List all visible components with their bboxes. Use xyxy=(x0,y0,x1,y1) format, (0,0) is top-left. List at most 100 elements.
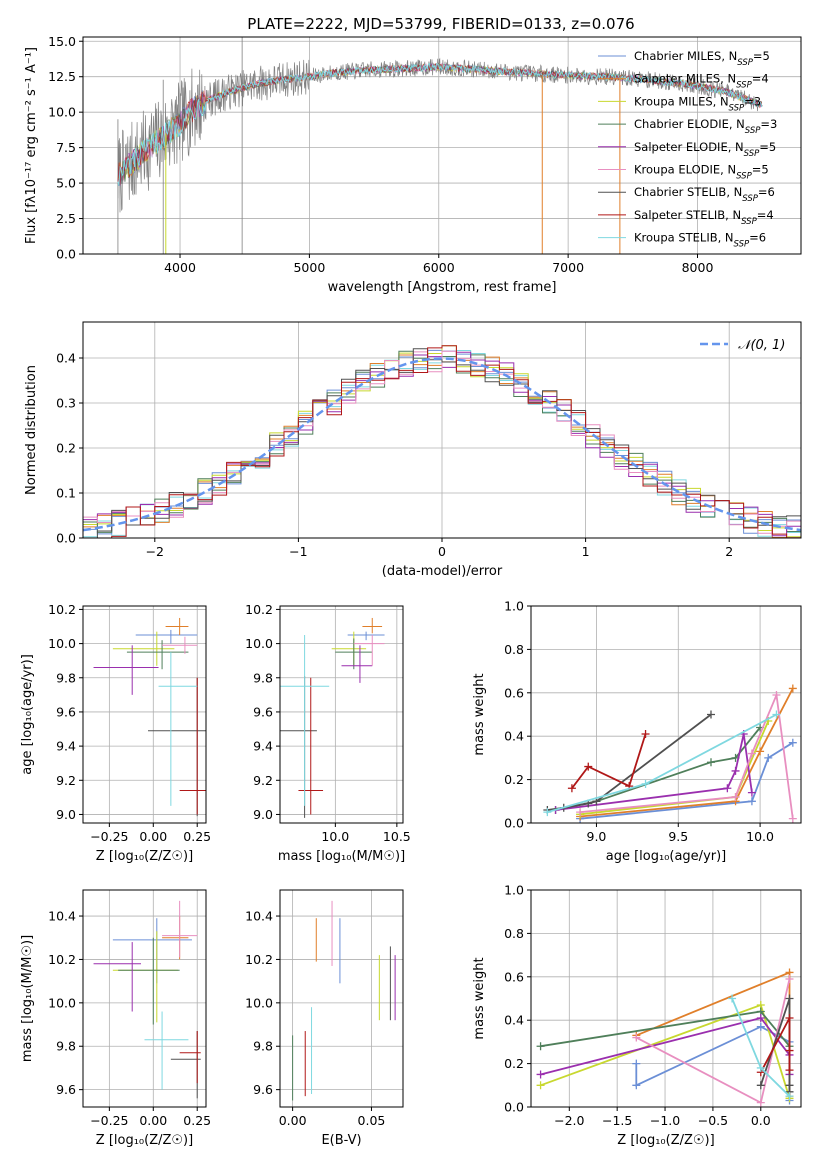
y-tick-label: 10.0 xyxy=(245,636,273,651)
y-axis-label: Flux [fλ10⁻¹⁷ erg cm⁻² s⁻¹ A⁻¹] xyxy=(24,47,39,244)
weight-point-marker xyxy=(756,1081,765,1090)
plot-marks xyxy=(292,900,396,1101)
x-tick-label: 0.25 xyxy=(183,829,211,844)
weight-point-marker xyxy=(536,1042,545,1051)
plot-marks xyxy=(117,37,763,254)
y-tick-label: 1.0 xyxy=(504,599,524,614)
weight-point-marker xyxy=(785,1046,794,1055)
y-tick-label: 10.2 xyxy=(245,602,273,617)
x-tick-label: 9.0 xyxy=(587,829,607,844)
y-tick-label: 0.8 xyxy=(504,926,524,941)
plot-marks xyxy=(536,968,794,1107)
axes-frame xyxy=(530,889,802,1108)
y-tick-label: 0.0 xyxy=(504,816,524,831)
weight-series-line xyxy=(580,691,794,819)
weight-point-marker xyxy=(785,1014,794,1023)
weight-point-marker xyxy=(756,747,765,756)
y-tick-label: 1.0 xyxy=(504,883,524,898)
plot-marks xyxy=(280,617,385,818)
legend-entry: Chabrier STELIB, NSSP=6 xyxy=(634,185,775,204)
residuals-panel: −2 −1 0 1 2 0.0 0.1 0.2 0.3 0.4 (data-model)/error… xyxy=(24,321,802,579)
y-tick-label: 10.4 xyxy=(48,909,76,924)
legend-entry: 𝒩(0, 1) xyxy=(738,338,785,353)
y-tick-label: 0.2 xyxy=(56,441,76,456)
y-tick-label: 5.0 xyxy=(56,176,76,191)
y-tick-label: 10.2 xyxy=(48,952,76,967)
y-tick-label: 9.2 xyxy=(56,773,76,788)
weight-point-marker xyxy=(576,808,585,817)
y-tick-label: 0.4 xyxy=(504,729,524,744)
weight-point-marker xyxy=(584,762,593,771)
weight-point-marker xyxy=(756,1014,765,1023)
x-tick-label: −2 xyxy=(146,544,164,559)
weight-point-marker xyxy=(536,1081,545,1090)
weight-point-marker xyxy=(543,808,552,817)
y-tick-label: 0.0 xyxy=(56,531,76,546)
y-tick-label: 9.8 xyxy=(56,670,76,685)
x-tick-label: 0.00 xyxy=(139,829,167,844)
weight-point-marker xyxy=(756,1063,765,1072)
weight-vs-age-panel: 9.0 9.5 10.0 0.0 0.2 0.4 0.6 0.8 1.0 age [log₁₀(a… xyxy=(472,599,802,864)
x-axis-label: Z [log₁₀(Z/Z☉)] xyxy=(96,1133,193,1148)
y-axis-label: mass [log₁₀(M/M☉)] xyxy=(20,935,35,1062)
y-tick-label: 0.0 xyxy=(56,247,76,262)
y-tick-label: 2.5 xyxy=(56,211,76,226)
weight-point-marker xyxy=(731,766,740,775)
y-tick-label: 9.2 xyxy=(253,773,273,788)
y-tick-label: 0.2 xyxy=(504,1056,524,1071)
weight-point-marker xyxy=(756,1098,765,1107)
legend-entry: Chabrier ELODIE, NSSP=3 xyxy=(634,117,777,136)
x-tick-label: −1.0 xyxy=(650,1113,680,1128)
y-tick-label: 7.5 xyxy=(56,140,76,155)
y-tick-label: 10.0 xyxy=(48,995,76,1010)
weight-point-marker xyxy=(747,797,756,806)
weight-point-marker xyxy=(756,1022,765,1031)
x-tick-label: 10.5 xyxy=(383,829,411,844)
weight-series-line xyxy=(580,688,794,818)
y-tick-label: 9.0 xyxy=(56,807,76,822)
x-axis-label: mass [log₁₀(M/M☉)] xyxy=(278,849,405,864)
y-tick-label: 10.0 xyxy=(245,995,273,1010)
y-tick-label: 10.4 xyxy=(245,909,273,924)
axes-frame xyxy=(82,605,207,824)
x-tick-label: −1.5 xyxy=(602,1113,632,1128)
weight-point-marker xyxy=(785,974,794,983)
x-axis-label: Z [log₁₀(Z/Z☉)] xyxy=(617,1133,714,1148)
x-tick-label: 0 xyxy=(438,544,446,559)
x-tick-label: 0.0 xyxy=(751,1113,771,1128)
weight-point-marker xyxy=(632,1081,641,1090)
x-tick-label: −0.25 xyxy=(90,1113,128,1128)
y-tick-label: 10.2 xyxy=(48,602,76,617)
x-axis-label: E(B-V) xyxy=(321,1133,361,1148)
y-tick-label: 0.6 xyxy=(504,969,524,984)
weight-point-marker xyxy=(536,1070,545,1079)
y-tick-label: 0.8 xyxy=(504,642,524,657)
age-vs-mass-panel: 10.0 10.5 9.0 9.2 9.4 9.6 9.8 10.0 10.2 mass [log… xyxy=(245,602,411,864)
y-tick-label: 9.0 xyxy=(253,807,273,822)
weight-point-marker xyxy=(641,730,650,739)
x-axis-label: (data-model)/error xyxy=(382,564,503,579)
weight-series-line xyxy=(760,1017,791,1073)
x-tick-label: 6000 xyxy=(423,260,455,275)
x-tick-label: −0.25 xyxy=(90,829,128,844)
weight-point-marker xyxy=(785,1066,794,1075)
y-axis-label: age [log₁₀(age/yr)] xyxy=(20,654,35,775)
y-tick-label: 9.6 xyxy=(253,1082,273,1097)
y-tick-label: 0.4 xyxy=(56,351,76,366)
y-tick-label: 10.0 xyxy=(48,636,76,651)
legend-entry: Chabrier MILES, NSSP=5 xyxy=(634,49,770,68)
weight-point-marker xyxy=(747,749,756,758)
weight-point-marker xyxy=(772,710,781,719)
mass-vs-Z-panel: −0.25 0.00 0.25 9.6 9.8 10.0 10.2 10.4 Z [log₁₀(… xyxy=(20,889,211,1148)
y-tick-label: 10.0 xyxy=(48,105,76,120)
legend-entry: Kroupa STELIB, NSSP=6 xyxy=(634,231,766,250)
y-axis-label: mass weight xyxy=(472,673,487,755)
model-spectrum-line xyxy=(117,62,763,187)
figure-title: PLATE=2222, MJD=53799, FIBERID=0133, z=0… xyxy=(247,15,634,33)
y-tick-label: 9.6 xyxy=(56,704,76,719)
plot-marks xyxy=(93,617,206,817)
x-tick-label: 1 xyxy=(582,544,590,559)
x-tick-label: 0.00 xyxy=(139,1113,167,1128)
x-tick-label: 2 xyxy=(725,544,733,559)
